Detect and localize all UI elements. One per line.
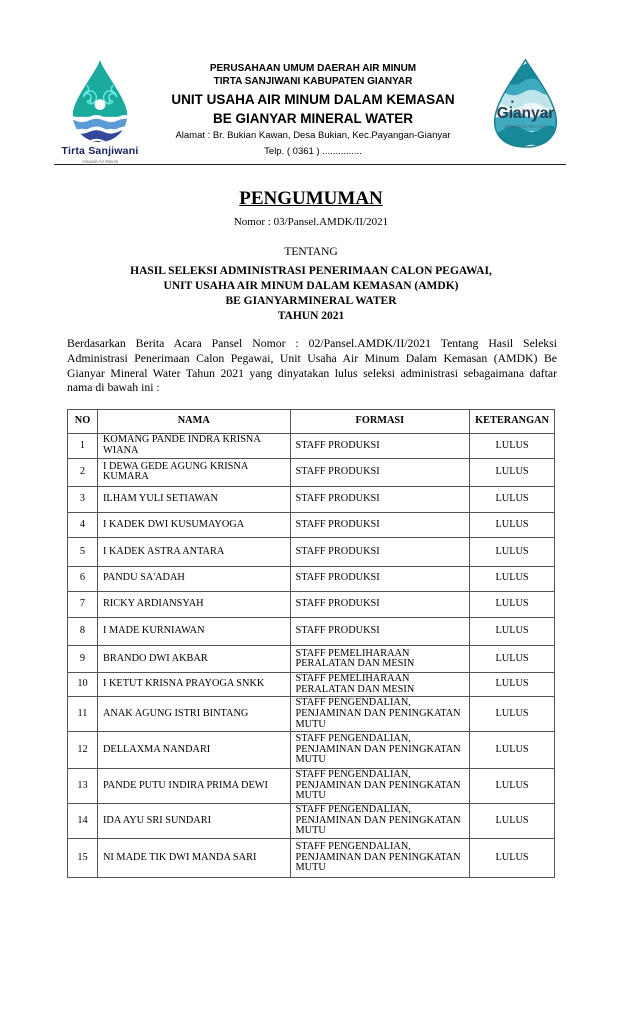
svg-text:Gianyar: Gianyar bbox=[497, 105, 554, 122]
svg-text:MINERAL WATER: MINERAL WATER bbox=[505, 124, 547, 129]
